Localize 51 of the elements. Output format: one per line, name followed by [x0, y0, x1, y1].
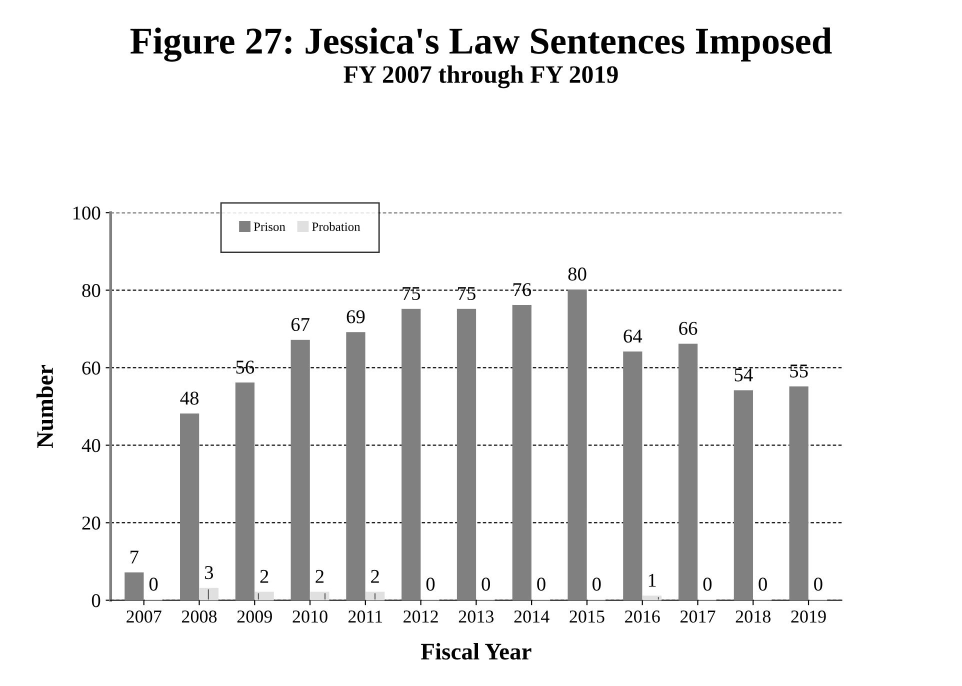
legend-label: Prison	[254, 222, 286, 231]
data-label: 69	[346, 310, 365, 324]
chart-title: Figure 27: Jessica's Law Sentences Imposed	[130, 27, 832, 62]
y-tick-label: 60	[82, 362, 100, 375]
x-tick-label: 2017	[680, 610, 716, 623]
y-tick-label: 20	[82, 516, 100, 530]
data-label: 0	[758, 578, 767, 591]
data-label: 75	[402, 287, 420, 300]
x-tick-label: 2016	[625, 610, 660, 623]
y-axis-title: Number	[36, 364, 54, 448]
chart-subtitle: FY 2007 through FY 2019	[344, 65, 618, 88]
data-label: 2	[371, 570, 379, 583]
data-label: 75	[458, 287, 476, 300]
data-label: 0	[537, 578, 546, 591]
x-tick-label: 2008	[182, 610, 217, 623]
data-label: 0	[814, 578, 822, 591]
data-label: 48	[180, 392, 199, 405]
data-label: 0	[149, 578, 158, 591]
x-tick-label: 2013	[458, 610, 494, 623]
data-label: 67	[291, 318, 310, 332]
data-label: 0	[482, 578, 490, 591]
data-label: 56	[236, 360, 254, 374]
x-tick-label: 2009	[237, 610, 272, 623]
x-axis-title: Fiscal Year	[420, 643, 532, 660]
legend-label: Probation	[312, 222, 360, 231]
data-label: 2	[316, 570, 324, 583]
data-label: 0	[592, 578, 601, 591]
x-tick-label: 2011	[348, 610, 382, 623]
data-label: 55	[790, 364, 808, 378]
x-tick-label: 2012	[404, 610, 438, 623]
y-tick-label: 0	[92, 594, 100, 608]
data-label: 64	[624, 330, 642, 343]
x-tick-label: 2019	[791, 610, 826, 623]
data-label: 7	[130, 550, 138, 564]
data-label: 76	[513, 283, 532, 296]
x-tick-label: 2010	[292, 610, 328, 623]
data-label: 66	[679, 322, 698, 335]
x-tick-label: 2014	[514, 610, 550, 623]
data-label: 2	[260, 570, 268, 583]
data-label: 3	[205, 566, 214, 580]
x-tick-label: 2007	[126, 610, 162, 623]
x-tick-label: 2015	[570, 610, 604, 623]
data-label: 0	[703, 578, 712, 591]
y-tick-label: 40	[82, 439, 100, 452]
x-tick-label: 2018	[736, 610, 770, 623]
data-label: 1	[648, 574, 656, 587]
data-label: 80	[568, 268, 586, 281]
data-label: 0	[426, 578, 435, 591]
data-label: 54	[734, 368, 753, 382]
y-tick-label: 100	[73, 206, 100, 220]
y-tick-label: 80	[82, 284, 100, 298]
